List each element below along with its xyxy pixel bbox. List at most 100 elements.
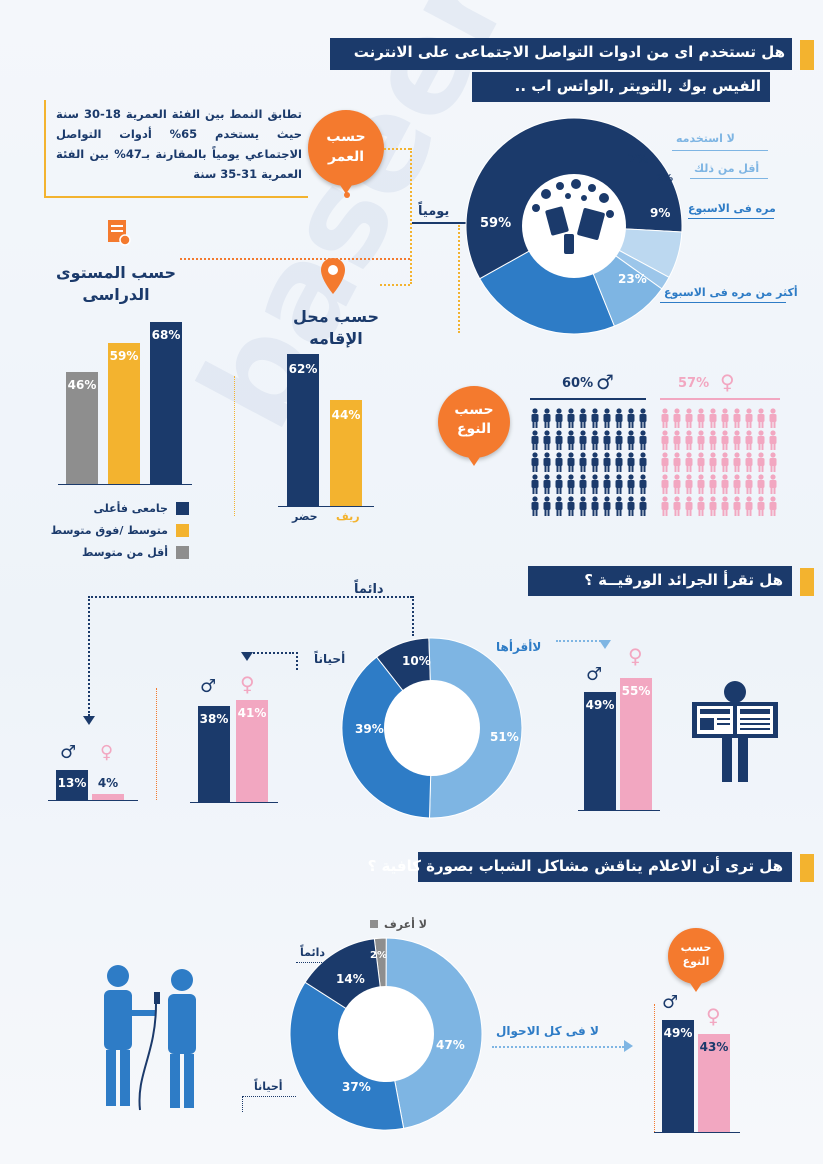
person-icon — [614, 452, 624, 472]
person-icon — [566, 474, 576, 494]
news-always-male: 13% — [57, 776, 87, 790]
residence-cat-rural: ريف — [336, 510, 360, 523]
media-never-connector — [492, 1046, 624, 1048]
person-icon — [672, 496, 682, 516]
person-icon — [602, 496, 612, 516]
person-icon — [660, 496, 670, 516]
news-never-bar-female — [620, 678, 652, 810]
newspaper-reader-icon — [692, 681, 778, 782]
female-header-line — [660, 398, 780, 400]
person-icon — [660, 408, 670, 428]
section3-accent — [800, 854, 814, 882]
person-icon — [744, 496, 754, 516]
media-pie-14: 14% — [336, 972, 365, 986]
section3-question: هل ترى أن الاعلام يناقش مشاكل الشباب بصو… — [367, 857, 783, 875]
female-icon-never: ♀ — [628, 644, 643, 668]
daily-label: يومياً — [418, 204, 450, 219]
person-icon — [756, 430, 766, 450]
daily-arrow — [412, 222, 482, 224]
media-pie-47: 47% — [436, 1038, 465, 1052]
person-icon — [566, 408, 576, 428]
person-icon — [590, 496, 600, 516]
person-icon — [638, 452, 648, 472]
female-icon-media: ♀ — [706, 1004, 721, 1028]
news-always-connector-v — [88, 596, 90, 716]
media-dontknow-label: لا أعرف — [384, 918, 427, 931]
person-icon — [530, 496, 540, 516]
connector-edu — [180, 258, 410, 260]
edu-title: حسب المستوى الدراسى — [55, 263, 177, 304]
news-always-bar-female — [92, 794, 124, 800]
media-bar-male — [662, 1020, 694, 1132]
male-icon-always: ♂ — [60, 742, 77, 763]
media-axis — [654, 1132, 740, 1133]
male-icon-never: ♂ — [586, 664, 603, 685]
person-icon — [660, 430, 670, 450]
person-icon — [626, 496, 636, 516]
news-pie-10: 10% — [402, 654, 431, 668]
news-never-label: لاأقرأها — [496, 640, 542, 654]
edu-legend-low-swatch — [176, 546, 189, 559]
news-always-axis — [48, 800, 138, 801]
news-sometimes-connector2 — [296, 652, 298, 670]
edu-bar-high — [150, 322, 182, 484]
residence-title: حسب محل الإقامه — [292, 307, 380, 348]
media-dontknow-swatch — [370, 920, 378, 928]
residence-bar-urban — [287, 354, 319, 506]
news-sometimes-label: أحياناً — [314, 652, 346, 666]
person-icon — [708, 408, 718, 428]
edu-bar-mid — [108, 343, 140, 484]
location-pin-icon — [318, 256, 348, 296]
section1-question-bar2 — [472, 72, 770, 102]
person-icon — [590, 452, 600, 472]
person-icon — [660, 452, 670, 472]
person-icon — [720, 408, 730, 428]
pie1-value-59: 59% — [480, 216, 512, 231]
media-bar-female — [698, 1034, 730, 1132]
person-icon — [684, 430, 694, 450]
person-icon — [578, 474, 588, 494]
person-icon — [554, 474, 564, 494]
news-sometimes-female: 41% — [237, 706, 267, 720]
pie1-label-less: أقل من ذلك — [694, 162, 760, 175]
residence-bar-rural — [330, 400, 362, 506]
person-icon — [768, 430, 778, 450]
media-sometimes-connector — [242, 1096, 296, 1097]
person-icon — [720, 452, 730, 472]
person-icon — [696, 452, 706, 472]
person-icon — [542, 430, 552, 450]
section1-question-line1: هل تستخدم اى من ادوات التواصل الاجتماعى … — [353, 43, 785, 61]
person-icon — [614, 474, 624, 494]
media-pie-37: 37% — [342, 1080, 371, 1094]
media-always-connector — [296, 962, 336, 963]
person-icon — [672, 474, 682, 494]
residence-frame-left — [234, 376, 235, 516]
news-always-arrow — [83, 716, 95, 725]
section2-question: هل تقرأ الجرائد الورقيــة ؟ — [584, 571, 783, 589]
media-frame-left — [654, 1004, 655, 1132]
person-icon — [626, 408, 636, 428]
person-icon — [696, 474, 706, 494]
edu-bar-low — [66, 372, 98, 484]
person-icon — [626, 430, 636, 450]
bubble-age: حسب العمر — [308, 110, 384, 194]
person-icon — [578, 496, 588, 516]
news-never-axis — [578, 810, 660, 811]
person-icon — [614, 496, 624, 516]
media-donut-chart — [289, 937, 483, 1131]
person-icon — [542, 408, 552, 428]
person-icon — [768, 474, 778, 494]
person-icon — [566, 452, 576, 472]
gender-female-value: 57% — [678, 376, 710, 391]
person-icon — [554, 452, 564, 472]
person-icon — [720, 496, 730, 516]
person-icon — [566, 496, 576, 516]
person-icon — [590, 474, 600, 494]
section2-accent — [800, 568, 814, 596]
person-icon — [684, 496, 694, 516]
pie1-leader1 — [672, 150, 768, 151]
bubble-gender: حسب النوع — [438, 386, 510, 466]
news-pie-39: 39% — [355, 722, 384, 736]
female-icon: ♀ — [720, 370, 735, 394]
person-icon — [708, 430, 718, 450]
